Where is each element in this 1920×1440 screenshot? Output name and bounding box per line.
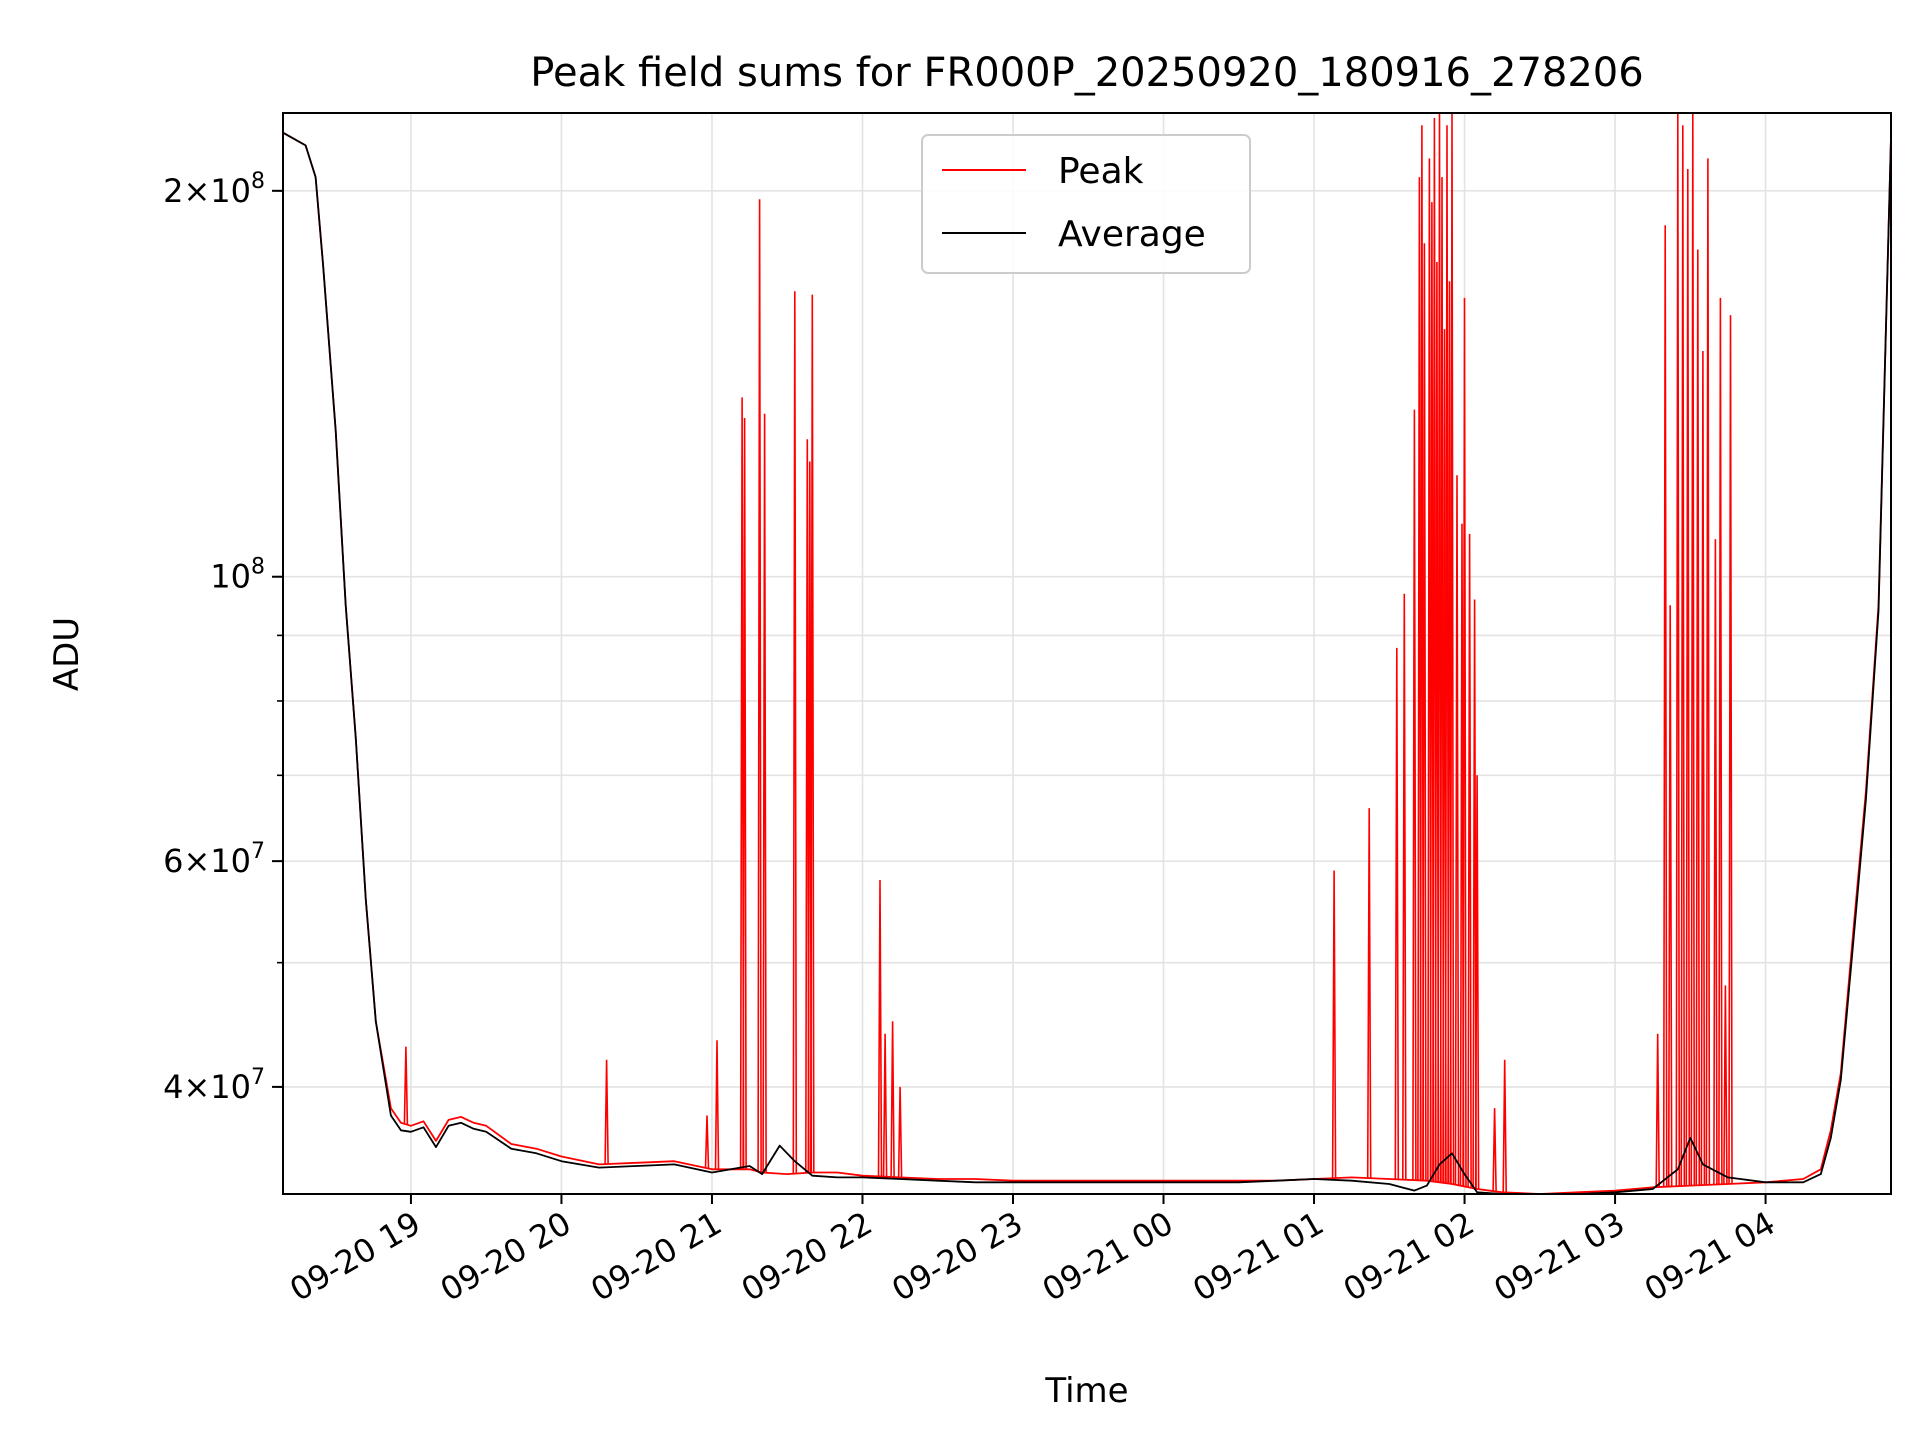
peak-spike: [1655, 1033, 1660, 1188]
peak-spike: [1422, 243, 1427, 1181]
legend-label-peak: Peak: [1058, 151, 1144, 192]
y-axis: 4×107 6×107 108 2×108: [163, 169, 283, 1106]
peak-spike: [1723, 985, 1728, 1185]
peak-spike: [890, 1021, 895, 1178]
peak-spike: [1700, 350, 1706, 1186]
series-layer: [283, 113, 1891, 1194]
peak-spike: [1705, 158, 1711, 1185]
peak-spike: [1695, 249, 1701, 1186]
peak-spike: [704, 1115, 710, 1169]
peak-spike: [1728, 315, 1733, 1184]
y-tick-label: 2×108: [163, 169, 265, 210]
plot-frame: [282, 112, 1892, 1195]
peak-spike: [1462, 297, 1467, 1187]
peak-spike: [1713, 539, 1718, 1185]
peak-spike: [1331, 870, 1337, 1179]
y-tick-label: 108: [210, 555, 265, 596]
y-axis-label: ADU: [47, 617, 87, 691]
peak-spike: [757, 199, 762, 1172]
legend-label-average: Average: [1058, 214, 1206, 255]
peak-spike: [1675, 113, 1681, 1187]
peak-spike: [762, 413, 767, 1173]
peak-spike: [714, 1040, 720, 1170]
peak-spike: [810, 294, 815, 1173]
peak-spike: [1502, 1059, 1507, 1193]
peak-spike: [877, 879, 883, 1177]
peak-spike: [1718, 297, 1723, 1185]
peak-spike: [792, 291, 798, 1174]
peak-spike: [1662, 225, 1668, 1187]
peak-spike: [1680, 125, 1686, 1187]
peak-spike: [1394, 647, 1400, 1180]
peak-spike: [1467, 533, 1472, 1188]
peak-spike: [1366, 808, 1372, 1179]
peak-spike: [403, 1046, 409, 1125]
peak-spike: [1474, 775, 1480, 1190]
y-tick-label: 4×107: [163, 1065, 265, 1106]
chart-title: Peak field sums for FR000P_20250920_1809…: [530, 50, 1643, 96]
x-axis-label: Time: [1044, 1371, 1128, 1411]
peak-spike: [1402, 593, 1407, 1180]
y-tick-label: 6×107: [163, 839, 265, 880]
peak-spike: [742, 417, 747, 1170]
peak-spike: [604, 1059, 609, 1165]
peak-spike: [1449, 113, 1455, 1185]
peak-spike: [897, 1086, 903, 1178]
peak-spike: [1454, 475, 1460, 1186]
peak-spike: [1412, 409, 1417, 1181]
peak-spike: [1492, 1108, 1497, 1192]
peak-spike: [1667, 605, 1673, 1187]
grid: [283, 113, 1891, 1194]
peak-spike: [1685, 168, 1691, 1186]
series-line-average: [283, 131, 1891, 1194]
legend: Peak Average: [921, 134, 1251, 274]
peak-spike: [1690, 113, 1696, 1186]
peak-spike: [882, 1033, 888, 1177]
